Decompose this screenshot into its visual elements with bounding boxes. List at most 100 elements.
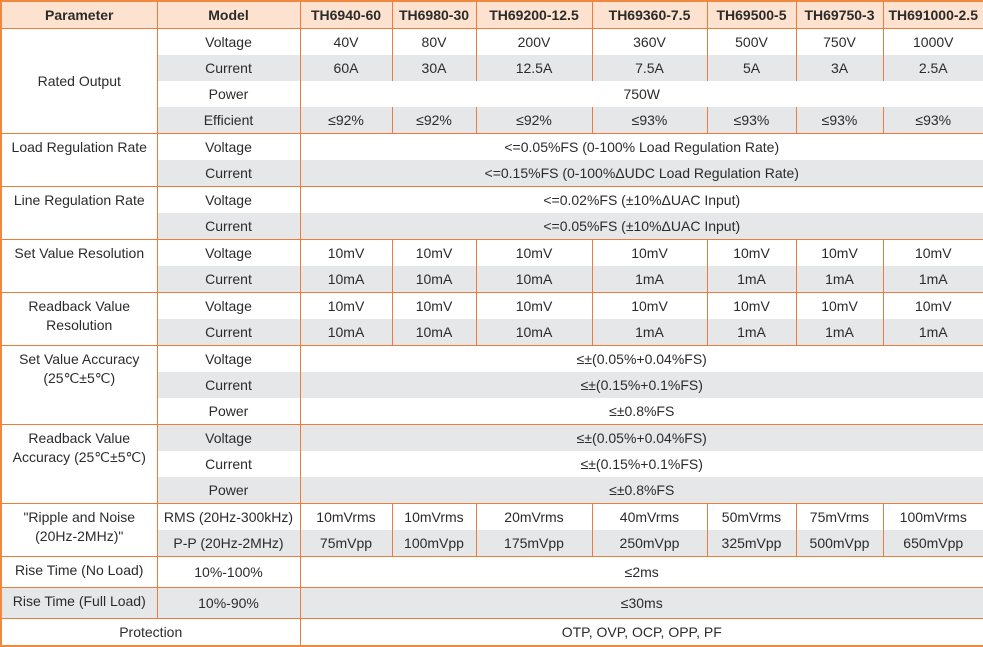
value-cell: 3A [795, 55, 884, 81]
value-cell-spanning: ≤±(0.15%+0.1%FS) [299, 451, 983, 477]
value-cell: 10mV [706, 292, 797, 319]
value-cell: 75mVrms [795, 503, 884, 530]
value-cell: 10mV [475, 239, 593, 266]
sub-parameter-cell: Current [156, 372, 301, 398]
table-row: Power 750W [1, 81, 983, 107]
table-row: Current <=0.05%FS (±10%ΔUAC Input) [1, 213, 983, 240]
header-model-th6980-30: TH6980-30 [391, 1, 477, 29]
value-cell: 10mA [299, 266, 393, 293]
table-row: Load Regulation Rate Voltage <=0.05%FS (0-… [0, 133, 983, 187]
sub-parameter-cell: 10%-100% [156, 556, 301, 588]
table-row: Rated Output Voltage 40V 80V 200V 360V 500V 750… [0, 28, 983, 134]
value-cell: 5A [706, 55, 797, 81]
value-cell-spanning: ≤±(0.15%+0.1%FS) [299, 372, 983, 398]
value-cell-spanning: ≤±(0.05%+0.04%FS) [299, 424, 983, 451]
value-cell: 1mA [591, 266, 708, 293]
parameter-cell: Readback Value Accuracy (25℃±5℃) [0, 424, 158, 504]
value-cell: 20mVrms [475, 503, 593, 530]
table-row: Set Value Resolution Voltage 10mV 10mV 10mV 1… [0, 239, 983, 293]
value-cell: ≤92% [475, 107, 593, 134]
sub-parameter-cell: Current [156, 266, 301, 293]
value-cell: 30A [391, 55, 477, 81]
parameter-cell: Load Regulation Rate [0, 133, 158, 187]
sub-parameter-cell: Power [156, 477, 301, 504]
value-cell: 10mVrms [299, 503, 393, 530]
value-cell-spanning: ≤30ms [299, 587, 983, 619]
value-cell: 10mV [391, 292, 477, 319]
value-cell: 1mA [882, 319, 983, 346]
header-model-th69750-3: TH69750-3 [795, 1, 884, 29]
value-cell-spanning: ≤2ms [299, 556, 983, 588]
parameter-cell: Rated Output [0, 28, 158, 134]
value-cell: 10mV [299, 292, 393, 319]
table-row: Current ≤±(0.15%+0.1%FS) [1, 451, 983, 477]
sub-parameter-cell: RMS (20Hz-300kHz) [156, 503, 301, 530]
table-row: Current 10mA 10mA 10mA 1mA 1mA 1mA 1mA [1, 266, 983, 293]
value-cell: 75mVpp [299, 530, 393, 557]
parameter-cell: "Ripple and Noise (20Hz-2MHz)" [0, 503, 158, 557]
value-cell: 10mA [299, 319, 393, 346]
table-row: Set Value Accuracy (25℃±5℃) Voltage ≤±(0.0… [0, 345, 983, 425]
sub-parameter-cell: Voltage [156, 424, 301, 451]
parameter-cell: Readback Value Resolution [0, 292, 158, 346]
value-cell-spanning: <=0.05%FS (±10%ΔUAC Input) [299, 213, 983, 240]
sub-parameter-cell: Voltage [156, 239, 301, 266]
header-model-th6940-60: TH6940-60 [299, 1, 393, 29]
sub-parameter-cell: Voltage [156, 292, 301, 319]
value-cell: 1mA [882, 266, 983, 293]
sub-parameter-cell: P-P (20Hz-2MHz) [156, 530, 301, 557]
table-row: Readback Value Resolution Voltage 10mV 10mV… [0, 292, 983, 346]
value-cell-spanning: OTP, OVP, OCP, OPP, PF [299, 618, 983, 646]
value-cell-spanning: ≤±0.8%FS [299, 477, 983, 504]
sub-parameter-cell: Current [156, 160, 301, 187]
value-cell-spanning: <=0.02%FS (±10%ΔUAC Input) [299, 186, 983, 213]
value-cell: 10mV [591, 239, 708, 266]
value-cell: 360V [591, 28, 708, 55]
value-cell: 1mA [591, 319, 708, 346]
value-cell: 1000V [882, 28, 983, 55]
value-cell-spanning: <=0.05%FS (0-100% Load Regulation Rate) [299, 133, 983, 160]
value-cell: 12.5A [475, 55, 593, 81]
header-row: Parameter Model TH6940-60 TH6980-30 TH6920… [0, 1, 983, 29]
value-cell: 500V [706, 28, 797, 55]
value-cell: 40V [299, 28, 393, 55]
sub-parameter-cell: Efficient [156, 107, 301, 134]
value-cell: 10mVrms [391, 503, 477, 530]
sub-parameter-cell: Voltage [156, 133, 301, 160]
value-cell: 10mA [391, 266, 477, 293]
value-cell: ≤93% [706, 107, 797, 134]
value-cell: 1mA [706, 266, 797, 293]
value-cell: 60A [299, 55, 393, 81]
value-cell: 10mV [795, 292, 884, 319]
sub-parameter-cell: Voltage [156, 186, 301, 213]
value-cell: 10mA [475, 266, 593, 293]
sub-parameter-cell: Power [156, 398, 301, 425]
sub-parameter-cell: 10%-90% [156, 587, 301, 619]
sub-parameter-cell: Current [156, 319, 301, 346]
value-cell: ≤92% [299, 107, 393, 134]
sub-parameter-cell: Voltage [156, 345, 301, 372]
value-cell: 10mV [591, 292, 708, 319]
parameter-cell: Rise Time (Full Load) [0, 587, 158, 619]
sub-parameter-cell: Current [156, 55, 301, 81]
table-row: Rise Time (No Load) 10%-100% ≤2ms [0, 556, 983, 588]
table-row: Current 10mA 10mA 10mA 1mA 1mA 1mA 1mA [1, 319, 983, 346]
value-cell: 100mVrms [882, 503, 983, 530]
header-model-th69360-7.5: TH69360-7.5 [591, 1, 708, 29]
header-model: Model [156, 1, 301, 29]
value-cell-spanning: <=0.15%FS (0-100%ΔUDC Load Regulation Ra… [299, 160, 983, 187]
value-cell: 175mVpp [475, 530, 593, 557]
value-cell: 10mV [882, 239, 983, 266]
table-row: Power ≤±0.8%FS [1, 477, 983, 504]
table-row: Rise Time (Full Load) 10%-90% ≤30ms [0, 587, 983, 619]
parameter-cell: Set Value Accuracy (25℃±5℃) [0, 345, 158, 425]
sub-parameter-cell: Power [156, 81, 301, 107]
value-cell: ≤93% [795, 107, 884, 134]
value-cell: 250mVpp [591, 530, 708, 557]
table-row: Line Regulation Rate Voltage <=0.02%FS (±1… [0, 186, 983, 240]
value-cell: 10mA [475, 319, 593, 346]
value-cell: 10mV [299, 239, 393, 266]
parameter-cell: Rise Time (No Load) [0, 556, 158, 588]
value-cell: 1mA [795, 266, 884, 293]
value-cell: ≤93% [591, 107, 708, 134]
